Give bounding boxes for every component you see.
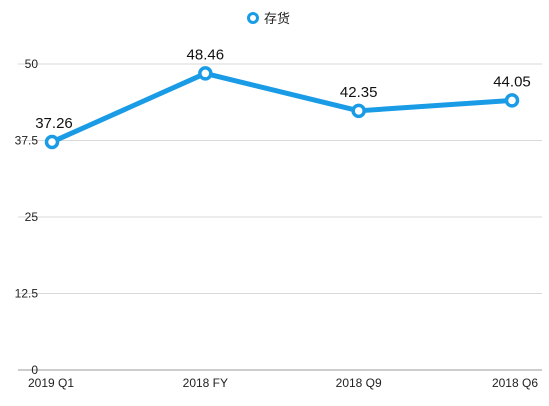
y-tick-label: 25: [25, 210, 39, 224]
data-point: [198, 66, 213, 81]
y-tick-label: 50: [25, 57, 39, 71]
y-tick-label: 0: [31, 363, 38, 377]
axis-layer: 0 12.5 25 37.5 50 2019 Q1 2018 FY 2018 Q9 2018 Q…: [15, 57, 539, 390]
x-tick-label: 2018 Q6: [492, 376, 538, 390]
series-layer: [44, 66, 520, 150]
data-label: 44.05: [493, 73, 531, 90]
x-tick-label: 2019 Q1: [28, 376, 74, 390]
data-label: 48.46: [187, 46, 225, 63]
x-tick-label: 2018 FY: [183, 376, 228, 390]
label-layer: 37.26 48.46 42.35 44.05: [35, 46, 531, 132]
grid-layer: [18, 63, 542, 371]
y-tick-label: 37.5: [15, 134, 39, 148]
data-point: [44, 134, 60, 150]
data-point: [504, 93, 520, 108]
legend-marker-icon: [247, 12, 259, 24]
legend-label: 存货: [264, 11, 290, 27]
legend: 存货: [247, 11, 290, 27]
x-tick-label: 2018 Q9: [336, 376, 382, 390]
y-tick-label: 12.5: [15, 287, 39, 301]
data-point: [351, 103, 366, 119]
series-line: [49, 70, 515, 145]
data-label: 42.35: [340, 84, 378, 101]
data-label: 37.26: [35, 115, 73, 132]
